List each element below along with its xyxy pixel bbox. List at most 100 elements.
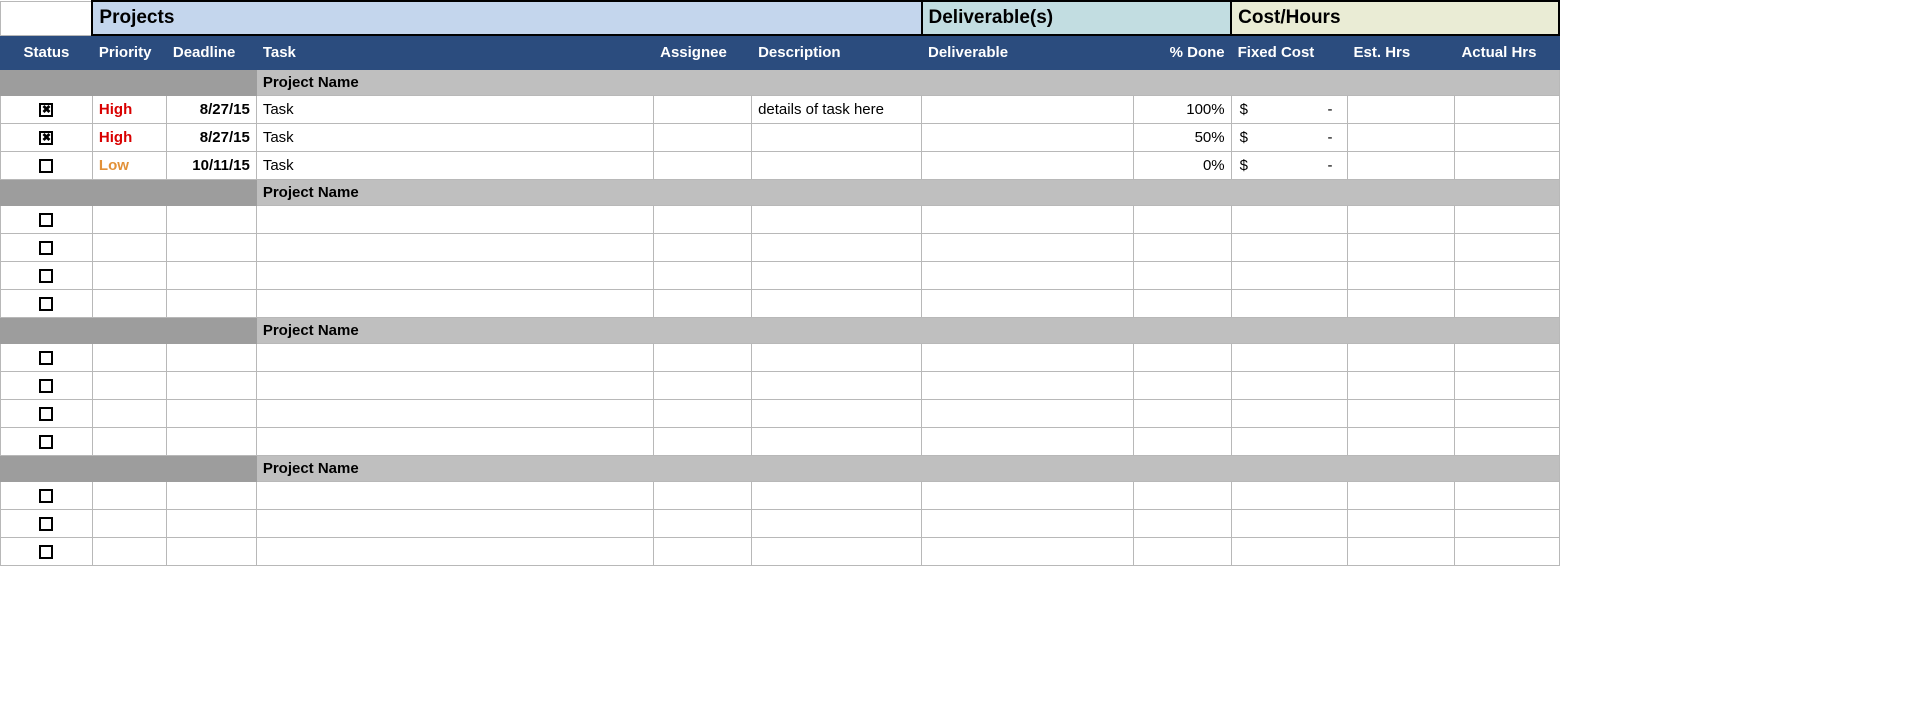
priority-cell[interactable] — [92, 289, 166, 317]
priority-cell[interactable] — [92, 233, 166, 261]
group-header-cell[interactable] — [752, 69, 922, 95]
status-cell[interactable] — [1, 399, 93, 427]
deliverable-cell[interactable] — [922, 427, 1134, 455]
deliverable-cell[interactable] — [922, 261, 1134, 289]
banner-cost[interactable]: Cost/Hours — [1231, 1, 1559, 35]
header-status[interactable]: Status — [1, 35, 93, 69]
fixed-cost-cell[interactable] — [1231, 537, 1347, 565]
actual-hrs-cell[interactable] — [1455, 509, 1559, 537]
header-assignee[interactable]: Assignee — [654, 35, 752, 69]
checkbox-unchecked-icon[interactable] — [39, 351, 53, 365]
assignee-cell[interactable] — [654, 123, 752, 151]
fixed-cost-cell[interactable]: $- — [1231, 95, 1347, 123]
deliverable-cell[interactable] — [922, 289, 1134, 317]
percent-done-cell[interactable] — [1133, 537, 1231, 565]
fixed-cost-cell[interactable] — [1231, 343, 1347, 371]
banner-projects[interactable]: Projects — [92, 1, 921, 35]
deliverable-cell[interactable] — [922, 205, 1134, 233]
project-name-cell[interactable]: Project Name — [256, 317, 653, 343]
est-hrs-cell[interactable] — [1347, 399, 1455, 427]
description-cell[interactable] — [752, 371, 922, 399]
fixed-cost-cell[interactable] — [1231, 261, 1347, 289]
status-cell[interactable] — [1, 427, 93, 455]
task-cell[interactable] — [256, 261, 653, 289]
fixed-cost-cell[interactable] — [1231, 509, 1347, 537]
priority-cell[interactable] — [92, 427, 166, 455]
group-header-cell[interactable] — [1347, 179, 1455, 205]
status-cell[interactable] — [1, 205, 93, 233]
percent-done-cell[interactable] — [1133, 343, 1231, 371]
percent-done-cell[interactable] — [1133, 261, 1231, 289]
est-hrs-cell[interactable] — [1347, 371, 1455, 399]
task-cell[interactable] — [256, 233, 653, 261]
est-hrs-cell[interactable] — [1347, 95, 1455, 123]
task-cell[interactable]: Task — [256, 95, 653, 123]
deadline-cell[interactable] — [166, 481, 256, 509]
group-header-cell[interactable] — [654, 69, 752, 95]
percent-done-cell[interactable] — [1133, 427, 1231, 455]
header-task[interactable]: Task — [256, 35, 653, 69]
assignee-cell[interactable] — [654, 399, 752, 427]
banner-deliverables[interactable]: Deliverable(s) — [922, 1, 1232, 35]
fixed-cost-cell[interactable] — [1231, 481, 1347, 509]
priority-cell[interactable] — [92, 261, 166, 289]
percent-done-cell[interactable]: 100% — [1133, 95, 1231, 123]
header-description[interactable]: Description — [752, 35, 922, 69]
status-cell[interactable]: ✖ — [1, 95, 93, 123]
status-cell[interactable] — [1, 289, 93, 317]
description-cell[interactable] — [752, 151, 922, 179]
task-cell[interactable] — [256, 343, 653, 371]
header-deliverable[interactable]: Deliverable — [922, 35, 1134, 69]
group-header-cell[interactable] — [1133, 179, 1231, 205]
assignee-cell[interactable] — [654, 537, 752, 565]
fixed-cost-cell[interactable] — [1231, 371, 1347, 399]
priority-cell[interactable]: High — [92, 95, 166, 123]
description-cell[interactable]: details of task here — [752, 95, 922, 123]
header-deadline[interactable]: Deadline — [166, 35, 256, 69]
est-hrs-cell[interactable] — [1347, 481, 1455, 509]
group-header-cell[interactable] — [654, 455, 752, 481]
priority-cell[interactable] — [92, 343, 166, 371]
project-name-cell[interactable]: Project Name — [256, 69, 653, 95]
actual-hrs-cell[interactable] — [1455, 537, 1559, 565]
project-name-cell[interactable]: Project Name — [256, 455, 653, 481]
task-cell[interactable] — [256, 481, 653, 509]
group-header-cell[interactable] — [1, 179, 93, 205]
deliverable-cell[interactable] — [922, 343, 1134, 371]
actual-hrs-cell[interactable] — [1455, 261, 1559, 289]
group-header-cell[interactable] — [92, 69, 166, 95]
deadline-cell[interactable]: 8/27/15 — [166, 95, 256, 123]
group-header-cell[interactable] — [1, 69, 93, 95]
description-cell[interactable] — [752, 289, 922, 317]
banner-empty-cell[interactable] — [1, 1, 93, 35]
group-header-cell[interactable] — [1455, 69, 1559, 95]
group-header-cell[interactable] — [1455, 455, 1559, 481]
est-hrs-cell[interactable] — [1347, 233, 1455, 261]
status-cell[interactable] — [1, 481, 93, 509]
task-cell[interactable] — [256, 509, 653, 537]
fixed-cost-cell[interactable] — [1231, 205, 1347, 233]
assignee-cell[interactable] — [654, 289, 752, 317]
deadline-cell[interactable] — [166, 289, 256, 317]
task-cell[interactable] — [256, 205, 653, 233]
priority-cell[interactable] — [92, 205, 166, 233]
assignee-cell[interactable] — [654, 343, 752, 371]
est-hrs-cell[interactable] — [1347, 427, 1455, 455]
description-cell[interactable] — [752, 205, 922, 233]
group-header-cell[interactable] — [1, 317, 93, 343]
percent-done-cell[interactable] — [1133, 233, 1231, 261]
description-cell[interactable] — [752, 427, 922, 455]
est-hrs-cell[interactable] — [1347, 261, 1455, 289]
group-header-cell[interactable] — [166, 317, 256, 343]
task-cell[interactable] — [256, 371, 653, 399]
checkbox-unchecked-icon[interactable] — [39, 545, 53, 559]
fixed-cost-cell[interactable] — [1231, 233, 1347, 261]
fixed-cost-cell[interactable] — [1231, 289, 1347, 317]
checkbox-unchecked-icon[interactable] — [39, 407, 53, 421]
group-header-cell[interactable] — [1133, 317, 1231, 343]
deadline-cell[interactable] — [166, 427, 256, 455]
assignee-cell[interactable] — [654, 371, 752, 399]
assignee-cell[interactable] — [654, 233, 752, 261]
checkbox-unchecked-icon[interactable] — [39, 159, 53, 173]
assignee-cell[interactable] — [654, 261, 752, 289]
